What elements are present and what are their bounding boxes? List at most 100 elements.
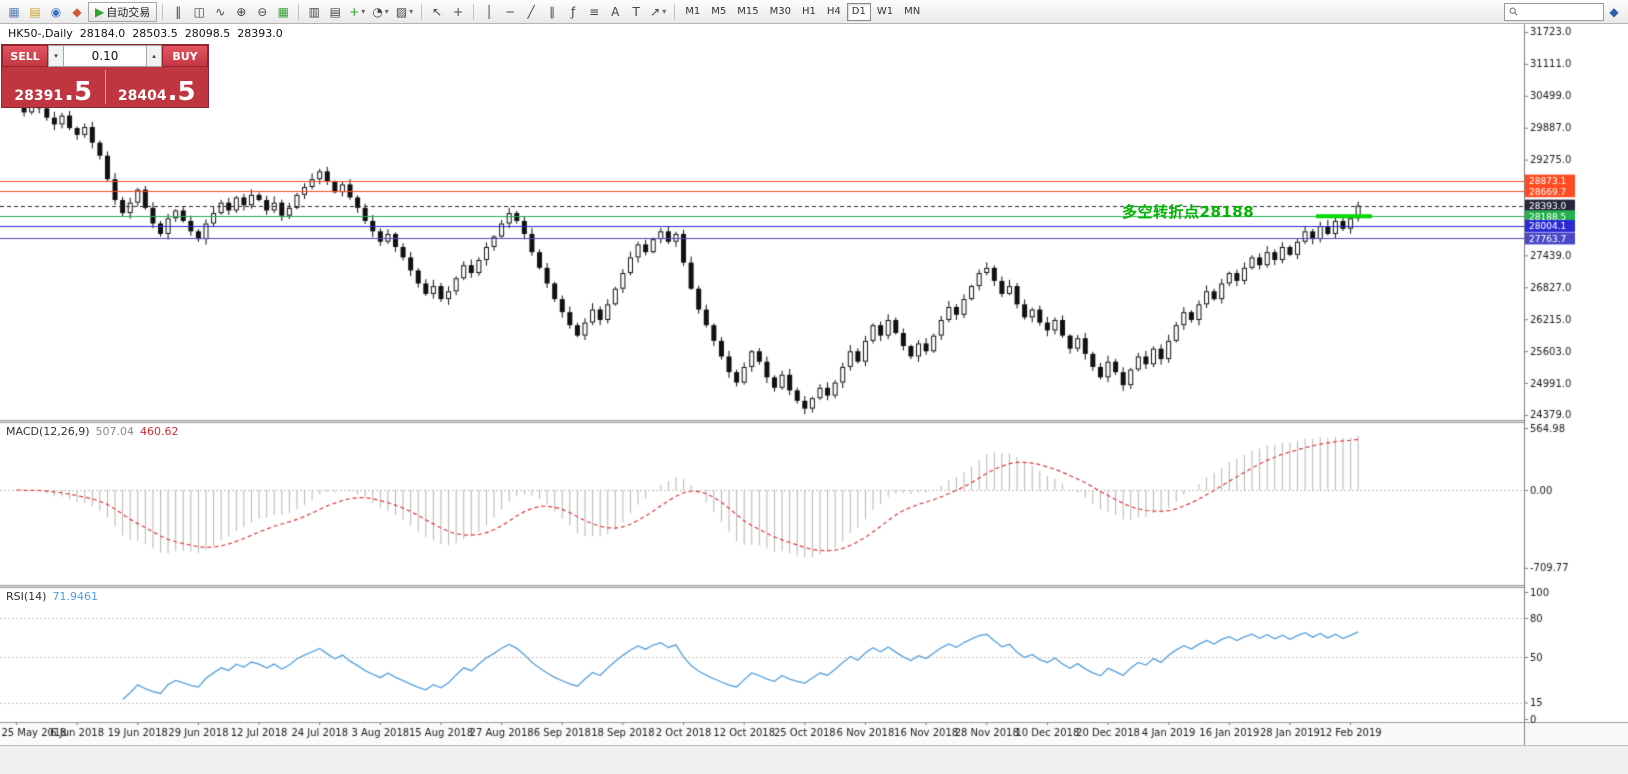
chevron-down-icon: ▾: [662, 7, 667, 16]
rsi-label: RSI(14) 71.9461: [6, 590, 104, 603]
fibonacci-button[interactable]: ƒ: [563, 2, 583, 22]
toolbar-separator: [473, 3, 475, 20]
auto-trading-button[interactable]: ▶ 自动交易: [88, 1, 158, 22]
arrange-charts-button[interactable]: ▥: [304, 2, 324, 22]
buy-button[interactable]: BUY: [162, 45, 208, 67]
community-button[interactable]: ◆: [1604, 2, 1624, 22]
bar-chart-icon: ‖: [175, 4, 182, 19]
tile-windows-icon: ▦: [277, 4, 289, 19]
low-value: 28098.5: [184, 27, 231, 40]
high-value: 28503.5: [132, 27, 178, 40]
templates-button[interactable]: ▨ ▾: [393, 2, 416, 22]
candlestick-chart-icon: ◫: [193, 4, 205, 19]
trendline-button[interactable]: ╱: [521, 2, 541, 22]
vertical-line-icon: │: [485, 4, 493, 19]
shapes-icon: ≡: [589, 4, 600, 19]
timeframe-button-h4[interactable]: H4: [822, 3, 846, 21]
horizontal-line-icon: ─: [506, 4, 514, 19]
templates-icon: ▨: [395, 4, 408, 19]
toolbar-separator: [421, 3, 423, 20]
sell-button[interactable]: SELL: [2, 45, 48, 67]
one-click-trading-panel: SELL ▾ ▴ BUY 28391 .5 28404 .5: [1, 44, 209, 108]
toolbar-separator: [298, 3, 300, 20]
sell-price-main: 28391: [14, 88, 64, 104]
label-icon: T: [632, 4, 640, 19]
buy-price-main: 28404: [117, 88, 167, 104]
cursor-button[interactable]: ↖: [427, 2, 447, 22]
arrange-charts-icon: ▥: [308, 4, 320, 19]
auto-trading-label: 自动交易: [106, 5, 151, 19]
zoom-out-button[interactable]: ⊖: [252, 2, 272, 22]
tile-windows-button[interactable]: ▦: [273, 2, 293, 22]
symbol-search-box[interactable]: [1504, 2, 1604, 21]
macd-label: MACD(12,26,9) 507.04 460.62: [6, 425, 185, 438]
symbol-name: HK50-,Daily: [8, 27, 73, 40]
profiles-icon: ▤: [29, 4, 41, 19]
timeframe-button-d1[interactable]: D1: [846, 2, 871, 21]
timeframe-button-mn[interactable]: MN: [899, 3, 925, 21]
candlestick-chart-button[interactable]: ◫: [189, 2, 209, 22]
community-icon: ◆: [1609, 4, 1619, 19]
chevron-down-icon: ▾: [384, 7, 389, 16]
horizontal-line-button[interactable]: ─: [500, 2, 520, 22]
buy-price-big: .5: [167, 76, 196, 107]
buy-price[interactable]: 28404 .5: [106, 67, 209, 107]
volume-down-button[interactable]: ▾: [48, 45, 64, 67]
indicators-button[interactable]: + ▾: [346, 2, 368, 22]
periods-icon: ◔: [372, 4, 383, 19]
timeframe-button-m30[interactable]: M30: [765, 3, 796, 21]
cursor-icon: ↖: [432, 4, 443, 19]
toolbar-separator: [674, 3, 676, 20]
chevron-down-icon: ▾: [361, 7, 366, 16]
new-order-button[interactable]: ◆: [67, 2, 87, 22]
profiles-button[interactable]: ▤: [25, 2, 45, 22]
label-button[interactable]: T: [626, 2, 646, 22]
fibonacci-icon: ƒ: [571, 4, 576, 19]
macd-main-value: 507.04: [95, 425, 135, 438]
trade-panel-divider: [104, 70, 106, 104]
line-chart-button[interactable]: ∿: [210, 2, 230, 22]
market-watch-button[interactable]: ◉: [46, 2, 66, 22]
arrows-button[interactable]: ↗ ▾: [647, 2, 669, 22]
timeframe-button-m5[interactable]: M5: [706, 3, 731, 21]
volume-up-button[interactable]: ▴: [146, 45, 162, 67]
market-watch-icon: ◉: [50, 4, 62, 19]
bar-chart-button[interactable]: ‖: [168, 2, 188, 22]
turning-point-annotation[interactable]: 多空转折点28188: [1122, 203, 1255, 221]
timeframe-button-w1[interactable]: W1: [872, 3, 898, 21]
zoom-in-button[interactable]: ⊕: [231, 2, 251, 22]
zoom-in-icon: ⊕: [236, 4, 247, 19]
crosshair-icon: +: [453, 4, 464, 19]
rsi-value: 71.9461: [52, 590, 98, 603]
text-icon: A: [611, 4, 620, 19]
new-order-icon: ◆: [72, 4, 82, 19]
equidistant-channel-button[interactable]: ∥: [542, 2, 562, 22]
cascade-charts-icon: ▤: [329, 4, 341, 19]
macd-name: MACD(12,26,9): [6, 425, 90, 438]
charts-button[interactable]: ▦: [4, 2, 24, 22]
auto-trading-icon: ▶: [95, 4, 105, 19]
sell-price-big: .5: [64, 76, 93, 107]
arrows-icon: ↗: [650, 4, 661, 19]
timeframe-button-m15[interactable]: M15: [732, 3, 763, 21]
periods-button[interactable]: ◔ ▾: [369, 2, 392, 22]
cascade-charts-button[interactable]: ▤: [325, 2, 345, 22]
charts-icon: ▦: [8, 4, 20, 19]
symbol-ohlc-info: HK50-,Daily 28184.0 28503.5 28098.5 28393.0: [8, 27, 290, 40]
search-input[interactable]: [1521, 5, 1599, 18]
crosshair-button[interactable]: +: [448, 2, 468, 22]
text-button[interactable]: A: [605, 2, 625, 22]
chevron-down-icon: ▾: [409, 7, 414, 16]
volume-input[interactable]: [64, 45, 146, 67]
shapes-button[interactable]: ≡: [584, 2, 604, 22]
timeframe-button-h1[interactable]: H1: [797, 3, 821, 21]
toolbar-separator: [162, 3, 164, 20]
vertical-line-button[interactable]: │: [479, 2, 499, 22]
sell-price[interactable]: 28391 .5: [2, 67, 105, 107]
toolbar-buttons: ▦ ▤ ◉ ◆ ▶ 自动交易 ‖ ◫ ∿ ⊕ ⊖ ▦ ▥ ▤ + ▾ ◔ ▾ ▨ ▾ ↖ + │ ─ ╱ ∥ ƒ ≡ A T ↗ ▾ M1 M5 M…: [4, 1, 925, 22]
search-icon: [1509, 7, 1518, 16]
zoom-out-icon: ⊖: [257, 4, 268, 19]
open-value: 28184.0: [79, 27, 126, 40]
timeframe-button-m1[interactable]: M1: [680, 3, 705, 21]
